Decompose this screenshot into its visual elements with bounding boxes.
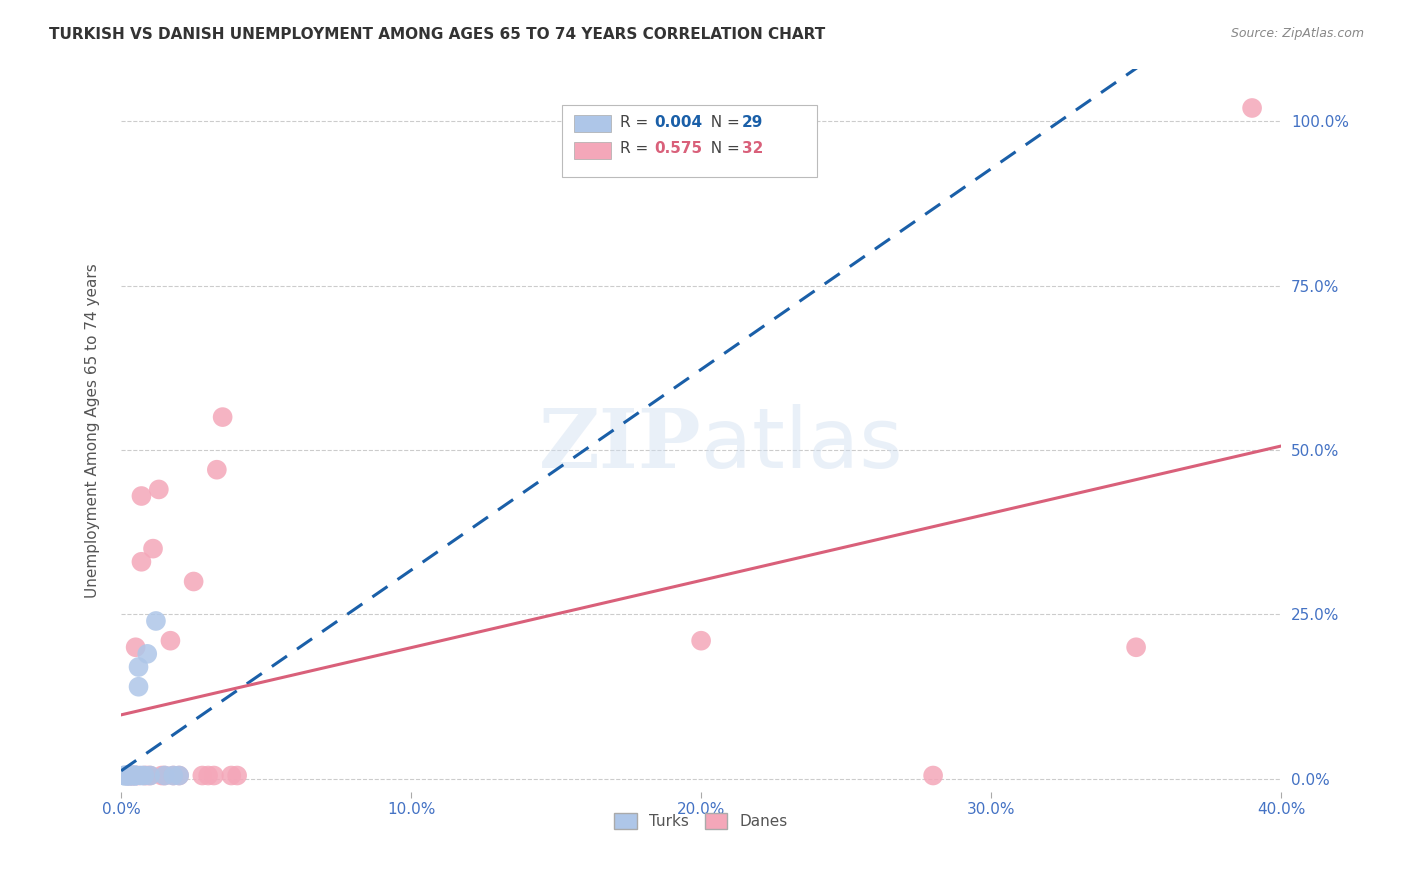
Point <box>167 768 190 782</box>
Point <box>1125 640 1147 655</box>
Point <box>118 768 141 782</box>
Point <box>167 768 190 782</box>
Point <box>145 614 167 628</box>
Text: atlas: atlas <box>702 404 903 485</box>
Point <box>153 768 176 782</box>
FancyBboxPatch shape <box>562 104 817 177</box>
Point <box>136 768 159 782</box>
Text: N =: N = <box>702 114 745 129</box>
Point <box>159 633 181 648</box>
Text: 32: 32 <box>742 141 763 155</box>
Text: TURKISH VS DANISH UNEMPLOYMENT AMONG AGES 65 TO 74 YEARS CORRELATION CHART: TURKISH VS DANISH UNEMPLOYMENT AMONG AGE… <box>49 27 825 42</box>
Point <box>121 768 143 782</box>
Point <box>118 768 141 782</box>
Point <box>118 768 141 782</box>
Point <box>124 768 146 782</box>
Point <box>121 768 143 782</box>
Text: ZIP: ZIP <box>538 405 702 484</box>
Point <box>112 768 135 782</box>
Point <box>191 768 214 782</box>
Point <box>134 768 156 782</box>
Point <box>128 768 150 782</box>
Point <box>124 768 146 782</box>
Point <box>221 768 243 782</box>
Point <box>124 768 146 782</box>
Point <box>131 555 153 569</box>
Point <box>136 647 159 661</box>
Point <box>162 768 184 782</box>
Point <box>153 768 176 782</box>
Point <box>112 768 135 782</box>
Point <box>118 768 141 782</box>
Point <box>197 768 219 782</box>
Point <box>183 574 205 589</box>
Point <box>128 660 150 674</box>
Y-axis label: Unemployment Among Ages 65 to 74 years: Unemployment Among Ages 65 to 74 years <box>86 263 100 598</box>
Point <box>124 768 146 782</box>
Point <box>115 768 138 782</box>
Point <box>134 768 156 782</box>
Point <box>118 768 141 782</box>
Point <box>162 768 184 782</box>
FancyBboxPatch shape <box>574 115 610 132</box>
Point <box>115 768 138 782</box>
Point <box>205 463 228 477</box>
Text: R =: R = <box>620 114 652 129</box>
Point <box>115 768 138 782</box>
Point <box>121 768 143 782</box>
Text: 0.575: 0.575 <box>655 141 703 155</box>
Point <box>1241 101 1264 115</box>
Point <box>115 768 138 782</box>
Point <box>128 680 150 694</box>
Point <box>121 768 143 782</box>
Point <box>115 768 138 782</box>
Point <box>115 768 138 782</box>
Point <box>112 768 135 782</box>
Point <box>226 768 249 782</box>
Point <box>124 640 146 655</box>
Text: Source: ZipAtlas.com: Source: ZipAtlas.com <box>1230 27 1364 40</box>
Text: 0.004: 0.004 <box>655 114 703 129</box>
Point <box>211 410 233 425</box>
Point <box>690 633 713 648</box>
Point <box>150 768 173 782</box>
Legend: Turks, Danes: Turks, Danes <box>609 806 794 835</box>
Point <box>121 768 143 782</box>
Text: R =: R = <box>620 141 652 155</box>
FancyBboxPatch shape <box>574 142 610 159</box>
Point <box>202 768 225 782</box>
Point <box>118 768 141 782</box>
Point <box>142 541 165 556</box>
Text: N =: N = <box>702 141 745 155</box>
Text: 29: 29 <box>742 114 763 129</box>
Point <box>131 768 153 782</box>
Point <box>139 768 162 782</box>
Point <box>139 768 162 782</box>
Point <box>922 768 945 782</box>
Point <box>148 483 170 497</box>
Point <box>131 489 153 503</box>
Point <box>124 768 146 782</box>
